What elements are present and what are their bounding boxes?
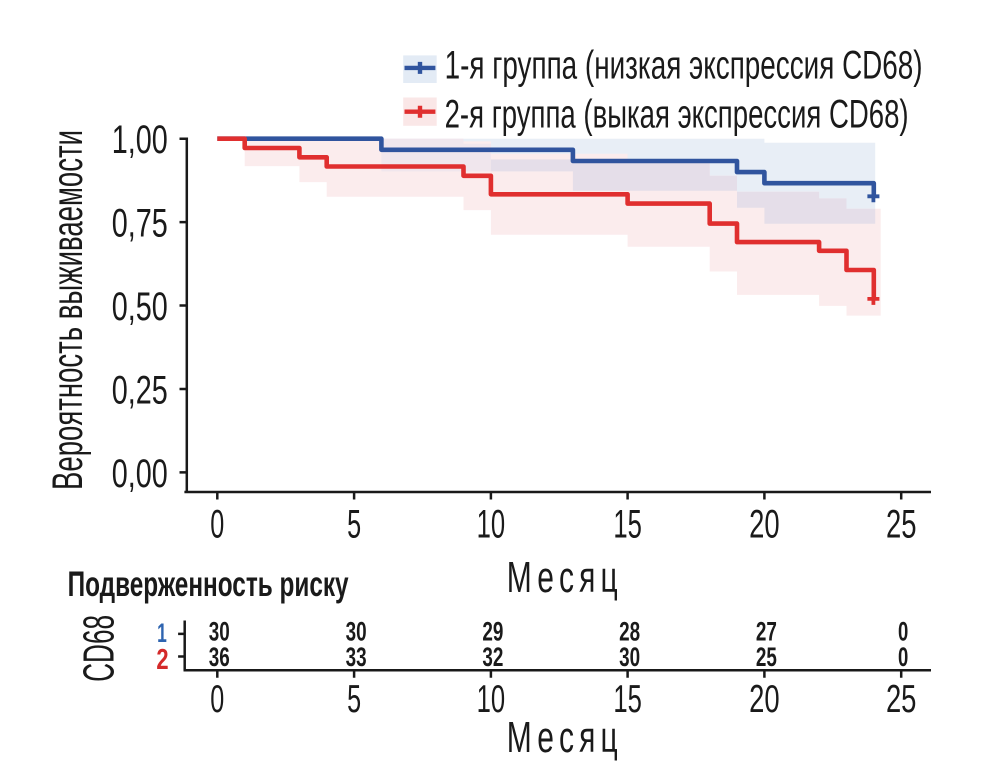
svg-text:15: 15	[613, 678, 642, 721]
svg-text:33: 33	[346, 642, 367, 672]
svg-text:0: 0	[898, 617, 908, 647]
svg-text:1: 1	[157, 618, 167, 648]
svg-text:1,00: 1,00	[112, 118, 168, 162]
svg-text:36: 36	[209, 642, 230, 672]
svg-text:25: 25	[756, 642, 777, 672]
svg-text:25: 25	[886, 678, 917, 721]
svg-text:30: 30	[619, 642, 640, 672]
svg-text:0: 0	[898, 642, 908, 672]
svg-text:0: 0	[210, 678, 224, 721]
svg-text:Вероятность выживаемости: Вероятность выживаемости	[44, 130, 92, 490]
svg-text:30: 30	[346, 617, 367, 647]
svg-text:2: 2	[156, 644, 168, 676]
svg-text:1-я группа (низкая экспрессия: 1-я группа (низкая экспрессия CD68)	[445, 44, 923, 88]
svg-text:Месяц: Месяц	[507, 553, 623, 602]
svg-text:32: 32	[482, 642, 503, 672]
svg-text:20: 20	[749, 503, 780, 547]
svg-text:0: 0	[210, 503, 224, 547]
svg-text:15: 15	[613, 503, 642, 547]
svg-text:5: 5	[347, 503, 361, 547]
svg-text:Месяц: Месяц	[507, 713, 623, 762]
svg-text:2-я группа (выкая экспрессия C: 2-я группа (выкая экспрессия CD68)	[445, 93, 909, 137]
svg-text:28: 28	[619, 617, 640, 647]
svg-text:Подверженность риску: Подверженность риску	[68, 565, 349, 604]
svg-text:0,25: 0,25	[112, 368, 168, 412]
svg-text:5: 5	[347, 678, 361, 721]
svg-text:20: 20	[749, 678, 780, 721]
svg-text:10: 10	[477, 503, 506, 547]
svg-text:29: 29	[482, 617, 503, 647]
svg-text:27: 27	[756, 617, 777, 647]
svg-text:0,00: 0,00	[112, 452, 168, 496]
svg-text:10: 10	[477, 678, 506, 721]
svg-text:0,75: 0,75	[112, 202, 168, 246]
svg-text:30: 30	[209, 617, 230, 647]
svg-text:CD68: CD68	[75, 615, 124, 682]
svg-text:25: 25	[886, 503, 917, 547]
svg-text:0,50: 0,50	[112, 285, 168, 329]
